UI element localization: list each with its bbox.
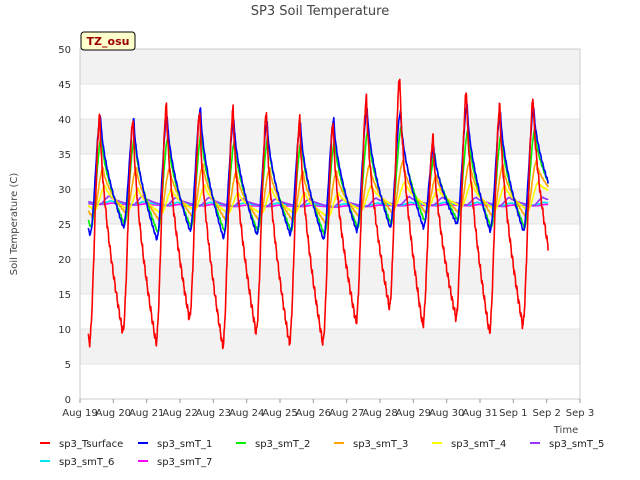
- x-axis-title: Time: [553, 425, 578, 436]
- x-tick-label: Aug 22: [162, 408, 197, 419]
- legend-label: sp3_smT_6: [59, 457, 114, 468]
- x-tick-label: Sep 1: [499, 408, 527, 419]
- legend-item-sp3_smT_2: sp3_smT_2: [236, 439, 310, 450]
- legend-label: sp3_smT_3: [353, 439, 408, 450]
- y-tick-label: 40: [58, 115, 71, 126]
- legend-item-sp3_smT_5: sp3_smT_5: [530, 439, 604, 450]
- legend-item-sp3_smT_3: sp3_smT_3: [334, 439, 408, 450]
- x-tick-label: Aug 23: [196, 408, 231, 419]
- series-lines: [87, 78, 549, 350]
- grid-band: [80, 329, 580, 364]
- y-tick-label: 25: [58, 220, 71, 231]
- series-line-sp3_Tsurface: [87, 78, 549, 350]
- legend-label: sp3_smT_1: [157, 439, 212, 450]
- x-tick-label: Aug 31: [462, 408, 497, 419]
- grid-band: [80, 49, 580, 84]
- x-tick-label: Aug 25: [262, 408, 297, 419]
- x-tick-label: Aug 28: [362, 408, 397, 419]
- x-tick-label: Aug 30: [429, 408, 464, 419]
- legend-label: sp3_smT_2: [255, 439, 310, 450]
- y-axis-title: Soil Temperature (C): [9, 173, 20, 276]
- y-tick-label: 30: [58, 185, 71, 196]
- legend-label: sp3_smT_5: [549, 439, 604, 450]
- x-tick-label: Aug 29: [396, 408, 431, 419]
- y-tick-label: 0: [65, 395, 71, 406]
- grid-band: [80, 259, 580, 294]
- y-tick-label: 20: [58, 255, 71, 266]
- legend-item-sp3_smT_6: sp3_smT_6: [40, 457, 114, 468]
- legend: sp3_Tsurface sp3_smT_1 sp3_smT_2 sp3_smT_3 s…: [40, 439, 604, 468]
- x-tick-label: Aug 24: [229, 408, 264, 419]
- y-tick-label: 15: [58, 290, 71, 301]
- x-tick-label: Aug 21: [129, 408, 164, 419]
- legend-item-sp3_smT_7: sp3_smT_7: [138, 457, 212, 468]
- x-tick-label: Aug 19: [62, 408, 97, 419]
- legend-item-sp3_Tsurface: sp3_Tsurface: [40, 439, 123, 450]
- y-axis: 0 5 10 15 20 25 30 35 40 45 50: [58, 45, 71, 406]
- y-tick-label: 50: [58, 45, 71, 56]
- y-tick-label: 45: [58, 80, 71, 91]
- chart-title: SP3 Soil Temperature: [251, 4, 389, 19]
- y-tick-label: 35: [58, 150, 71, 161]
- legend-item-sp3_smT_4: sp3_smT_4: [432, 439, 506, 450]
- series-line-sp3_smT_3: [87, 159, 549, 226]
- x-tick-label: Sep 2: [532, 408, 560, 419]
- x-tick-label: Aug 27: [329, 408, 364, 419]
- tz-annotation-label: TZ_osu: [87, 35, 130, 48]
- legend-item-sp3_smT_1: sp3_smT_1: [138, 439, 212, 450]
- series-line-sp3_smT_2: [87, 125, 549, 237]
- x-tick-label: Sep 3: [566, 408, 594, 419]
- tz-annotation-box: [80, 31, 136, 51]
- tz-annotation: TZ_osu: [80, 31, 136, 51]
- y-tick-label: 10: [58, 325, 71, 336]
- x-tick-label: Aug 26: [296, 408, 331, 419]
- y-tick-label: 5: [65, 360, 71, 371]
- plot-frame: [79, 48, 581, 400]
- legend-label: sp3_smT_4: [451, 439, 506, 450]
- legend-label: sp3_smT_7: [157, 457, 212, 468]
- legend-label: sp3_Tsurface: [59, 439, 123, 450]
- x-tick-label: Aug 20: [96, 408, 131, 419]
